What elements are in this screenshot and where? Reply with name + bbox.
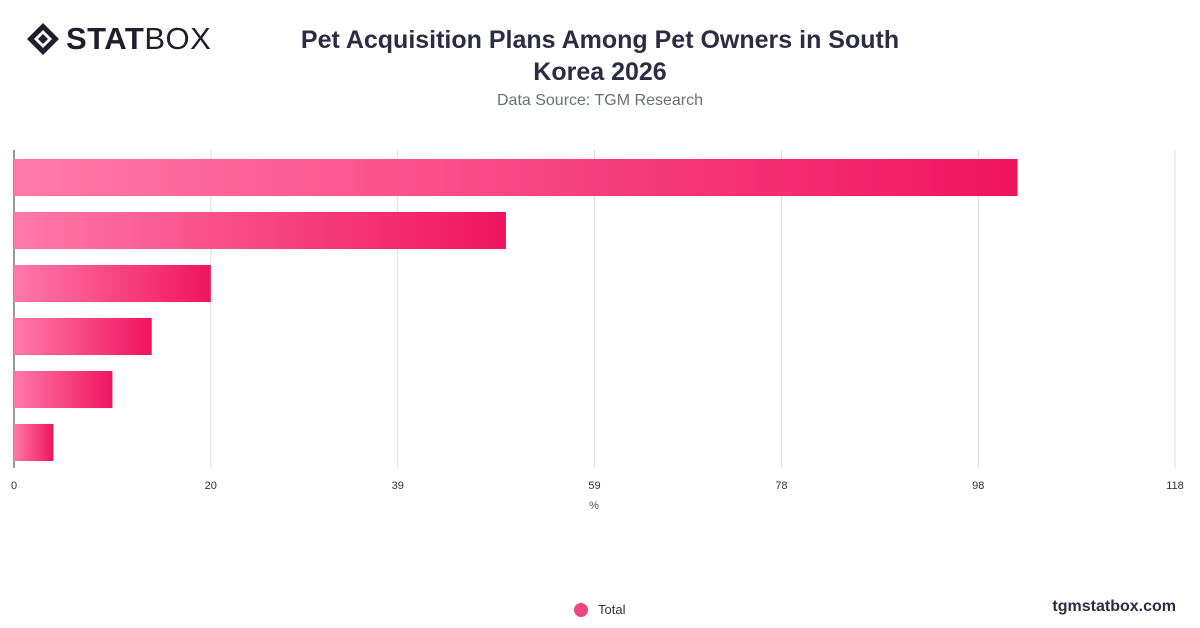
statbox-logo: STATBOX [26,22,211,56]
legend[interactable]: Total [574,602,625,617]
bar[interactable] [14,211,506,250]
chart-subtitle: Data Source: TGM Research [496,92,703,109]
logo-text-light: BOX [144,21,212,56]
legend-label: Total [598,602,626,617]
bar[interactable] [14,370,113,409]
x-tick-label: 39 [392,480,404,492]
logo-text-bold: STAT [66,21,145,56]
chart-title-line1: Pet Acquisition Plans Among Pet Owners i… [300,26,900,54]
chart-title: Pet Acquisition Plans Among Pet Owners i… [290,24,910,88]
x-axis-label: % [589,500,599,512]
legend-marker [574,602,588,617]
diamond-logo-icon [27,23,59,55]
x-tick-label: 98 [972,480,984,492]
x-tick-label: 0 [11,480,17,492]
bar[interactable] [14,317,152,356]
bar[interactable] [14,158,1018,197]
brand-url: tgmstatbox.com [1052,598,1176,615]
logo-wordmark: STATBOX [66,22,211,56]
bar[interactable] [14,264,211,303]
x-tick-label: 118 [1166,480,1184,492]
x-tick-label: 78 [775,480,787,492]
x-tick-label: 20 [205,480,217,492]
x-tick-label: 59 [588,480,600,492]
bar[interactable] [14,423,54,462]
chart-title-line2: Korea 2026 [533,58,667,86]
